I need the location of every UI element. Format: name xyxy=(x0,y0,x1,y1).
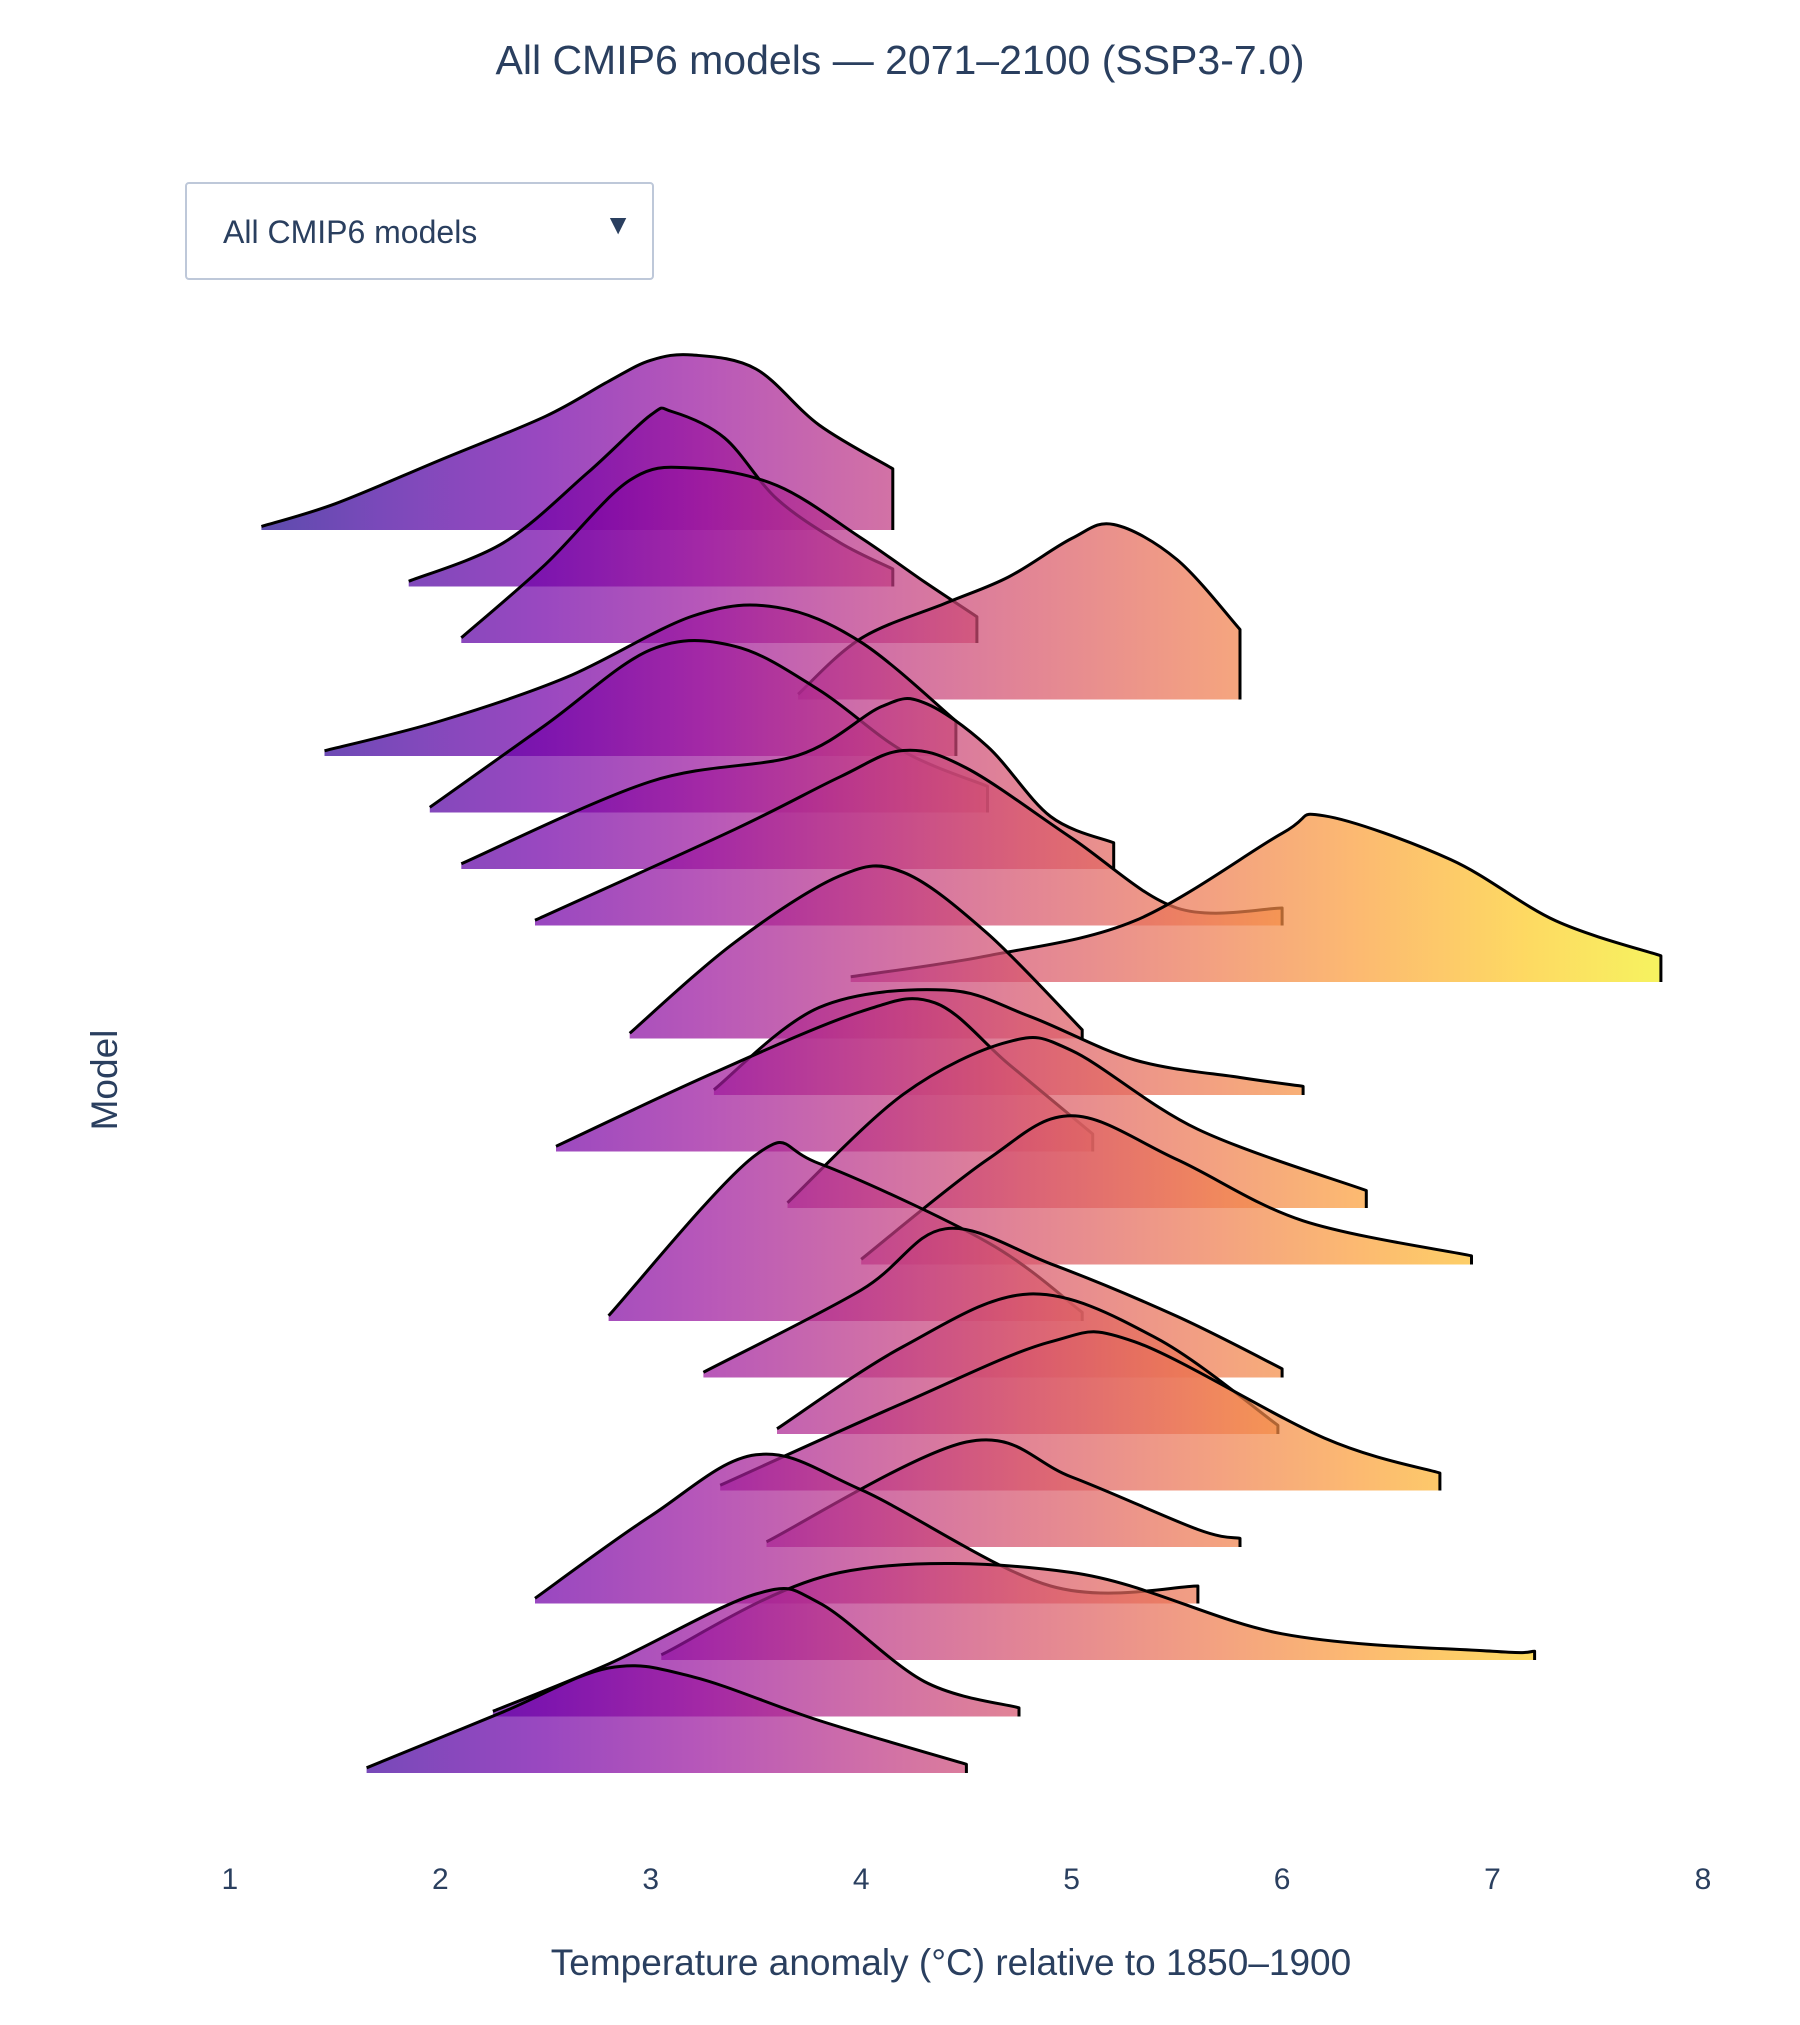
x-tick-label: 5 xyxy=(1063,1863,1080,1896)
x-tick-label: 2 xyxy=(432,1863,449,1896)
ridge-outline-5 xyxy=(324,603,958,756)
ridge-outline-21 xyxy=(660,1562,1537,1660)
x-tick-label: 3 xyxy=(642,1863,659,1896)
x-tick-label: 7 xyxy=(1484,1863,1501,1896)
ridge-outline-10 xyxy=(628,864,1084,1039)
ridge-outline-7 xyxy=(460,697,1116,869)
x-tick-label: 1 xyxy=(221,1863,238,1896)
ridge-outline-16 xyxy=(702,1226,1284,1378)
dropdown-selected-label: All CMIP6 models xyxy=(223,214,478,250)
ridge-fill-4 xyxy=(798,523,1240,700)
chart-title: All CMIP6 models — 2071–2100 (SSP3-7.0) xyxy=(495,37,1304,83)
ridge-fill-9 xyxy=(850,814,1661,982)
ridge-outline-14 xyxy=(860,1114,1473,1265)
ridge-fill-20 xyxy=(535,1454,1198,1604)
ridge-outline-1 xyxy=(260,353,895,530)
ridge-outline-13 xyxy=(786,1036,1368,1208)
ridge-outline-3 xyxy=(460,465,979,643)
model-dropdown[interactable]: All CMIP6 models ▼ xyxy=(185,182,654,280)
ridges-group xyxy=(260,353,1663,1773)
y-axis-title: Model xyxy=(84,1030,125,1131)
ridge-fill-18 xyxy=(720,1331,1440,1491)
x-tick-label: 8 xyxy=(1695,1863,1712,1896)
ridge-fill-14 xyxy=(861,1115,1472,1265)
ridge-outline-4 xyxy=(797,522,1242,700)
ridge-fill-21 xyxy=(661,1563,1535,1660)
x-axis-title: Temperature anomaly (°C) relative to 185… xyxy=(551,1942,1351,1983)
x-tick-labels: 1 2 3 4 5 6 7 8 xyxy=(221,1863,1711,1896)
ridge-outline-11 xyxy=(712,988,1305,1095)
ridge-outline-17 xyxy=(776,1292,1280,1434)
triangle-down-icon: ▼ xyxy=(604,209,632,240)
ridge-fill-8 xyxy=(535,750,1283,926)
ridge-outline-23 xyxy=(366,1664,968,1773)
ridge-outline-18 xyxy=(719,1330,1442,1491)
ridge-fill-23 xyxy=(366,1665,967,1773)
ridge-fill-3 xyxy=(461,467,977,643)
x-tick-label: 4 xyxy=(853,1863,870,1896)
x-tick-label: 6 xyxy=(1274,1863,1291,1896)
ridge-outline-19 xyxy=(765,1438,1242,1547)
